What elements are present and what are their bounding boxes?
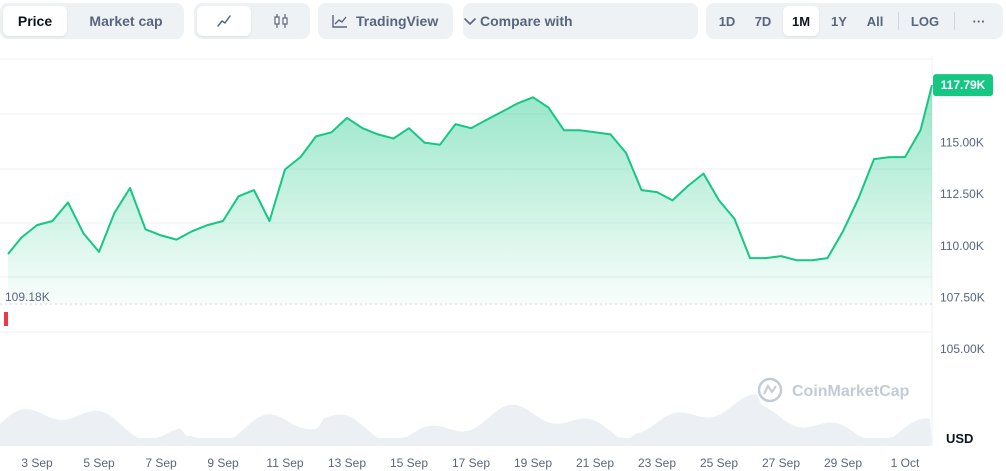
tradingview-button[interactable]: TradingView (318, 3, 453, 39)
x-axis-tick-label: 21 Sep (576, 456, 614, 470)
chevron-down-icon (464, 18, 476, 25)
x-axis-tick-label: 3 Sep (21, 456, 53, 470)
volume-band (0, 394, 932, 446)
range-all[interactable]: All (866, 13, 884, 29)
tradingview-chart-icon (332, 15, 347, 28)
price-chart[interactable]: 109.18K CoinMarketCap 115.00K 112.50K 110.… (0, 56, 1006, 471)
y-axis-tick-label: 107.50K (940, 290, 985, 304)
x-axis-tick-label: 5 Sep (83, 456, 115, 470)
range-1y[interactable]: 1Y (831, 13, 847, 29)
compare-with-label: Compare with (480, 13, 573, 29)
chart-toolbar: Price Market cap TradingView Compare wit… (0, 0, 1006, 44)
coinmarketcap-watermark: CoinMarketCap (757, 377, 910, 403)
x-axis-tick-label: 27 Sep (762, 456, 800, 470)
x-axis-tick-label: 23 Sep (638, 456, 676, 470)
y-axis-tick-label: 112.50K (940, 187, 984, 201)
watermark-text: CoinMarketCap (792, 383, 910, 400)
line-chart-button[interactable] (197, 6, 251, 36)
price-marketcap-toggle: Price Market cap (0, 3, 184, 39)
currency-label: USD (946, 431, 973, 446)
y-axis-tick-label: 115.00K (940, 136, 984, 150)
tradingview-label: TradingView (356, 13, 439, 29)
x-axis-tick-label: 29 Sep (824, 456, 862, 470)
y-axis-tick-label: 105.00K (940, 342, 985, 356)
current-price-badge: 117.79K (933, 74, 993, 97)
down-marker (4, 312, 8, 326)
x-axis-tick-label: 11 Sep (266, 456, 303, 470)
more-options-button[interactable]: ··· (972, 13, 986, 29)
y-axis-tick-label: 110.00K (940, 239, 984, 253)
x-axis-tick-label: 19 Sep (514, 456, 552, 470)
x-axis-tick-label: 13 Sep (328, 456, 366, 470)
price-tab[interactable]: Price (3, 6, 67, 36)
x-axis-tick-label: 9 Sep (207, 456, 239, 470)
x-axis-tick-label: 25 Sep (700, 456, 738, 470)
chart-type-toggle (194, 3, 310, 39)
compare-with-dropdown[interactable]: Compare with (463, 3, 698, 39)
price-area-fill (8, 85, 932, 304)
price-chart-svg: 109.18K CoinMarketCap 115.00K 112.50K 110.… (0, 56, 993, 470)
x-axis-tick-label: 1 Oct (891, 456, 920, 470)
range-7d[interactable]: 7D (754, 13, 772, 29)
candlestick-chart-button[interactable] (254, 6, 308, 36)
line-chart-icon (217, 15, 231, 27)
x-axis-tick-label: 7 Sep (145, 456, 177, 470)
toolbar-divider (954, 12, 955, 30)
current-price-label: 117.79K (941, 78, 986, 92)
price-line (7, 84, 933, 262)
coinmarketcap-logo-icon (757, 377, 783, 403)
time-range-selector: 1D 7D 1M 1Y All LOG ··· (706, 3, 1003, 39)
range-1d[interactable]: 1D (718, 13, 736, 29)
start-price-label: 109.18K (5, 290, 50, 304)
range-1m[interactable]: 1M (783, 6, 819, 36)
log-scale-button[interactable]: LOG (910, 13, 940, 29)
candlestick-icon (274, 14, 288, 28)
market-cap-tab[interactable]: Market cap (89, 13, 163, 29)
x-axis-tick-label: 15 Sep (390, 456, 428, 470)
toolbar-divider (898, 12, 899, 30)
x-axis-tick-label: 17 Sep (452, 456, 490, 470)
